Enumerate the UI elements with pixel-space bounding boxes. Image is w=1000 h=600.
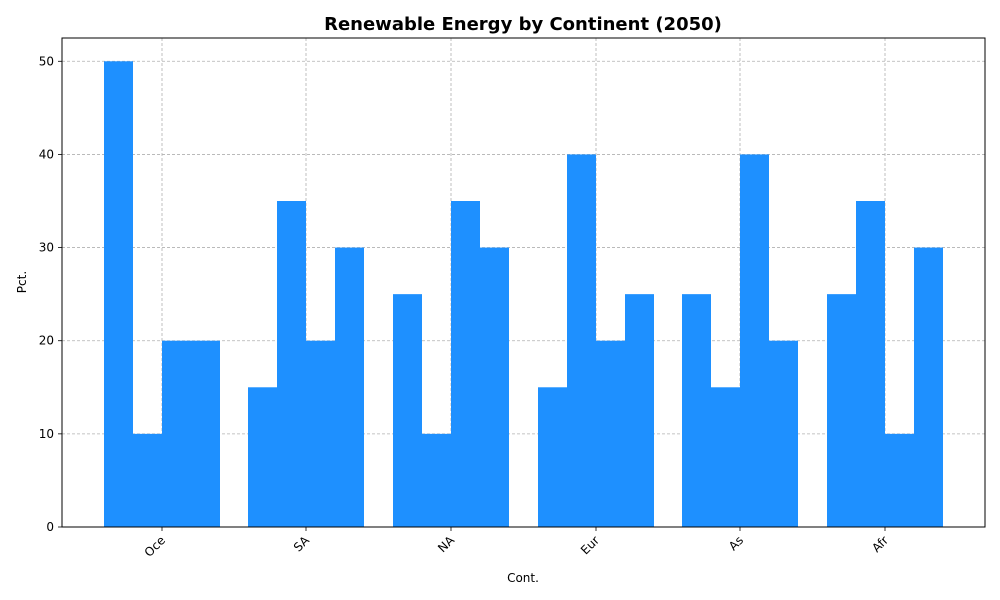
y-tick-label: 0 (46, 520, 54, 534)
bar-sa-4 (335, 247, 364, 528)
bar-as-1 (682, 294, 711, 527)
bar-as-4 (769, 340, 798, 527)
bar-na-2 (422, 433, 451, 527)
bar-eur-2 (567, 154, 596, 527)
bars (104, 61, 943, 528)
y-axis-label: Pct. (15, 271, 29, 293)
bar-eur-4 (625, 294, 654, 527)
y-tick-label: 50 (39, 54, 54, 68)
bar-sa-2 (277, 201, 306, 527)
bar-na-4 (480, 247, 509, 528)
bar-sa-1 (248, 387, 277, 527)
bar-na-1 (393, 294, 422, 527)
bar-sa-3 (306, 340, 335, 527)
bar-oce-2 (133, 433, 162, 527)
bar-oce-1 (104, 61, 133, 528)
y-tick-label: 10 (39, 427, 54, 441)
bar-oce-4 (191, 340, 220, 527)
bar-afr-1 (827, 294, 856, 527)
bar-as-3 (740, 154, 769, 527)
bar-eur-1 (538, 387, 567, 527)
y-tick-label: 40 (39, 147, 54, 161)
bar-afr-2 (856, 201, 885, 527)
bar-as-2 (711, 387, 740, 527)
bar-oce-3 (162, 340, 191, 527)
chart-title: Renewable Energy by Continent (2050) (324, 14, 722, 35)
bar-eur-3 (596, 340, 625, 527)
y-tick-label: 20 (39, 334, 54, 348)
bar-afr-4 (914, 247, 943, 528)
y-tick-label: 30 (39, 241, 54, 255)
bar-na-3 (451, 201, 480, 527)
bar-afr-3 (885, 433, 914, 527)
x-axis-label: Cont. (507, 571, 539, 585)
plot-frame (61, 37, 986, 528)
